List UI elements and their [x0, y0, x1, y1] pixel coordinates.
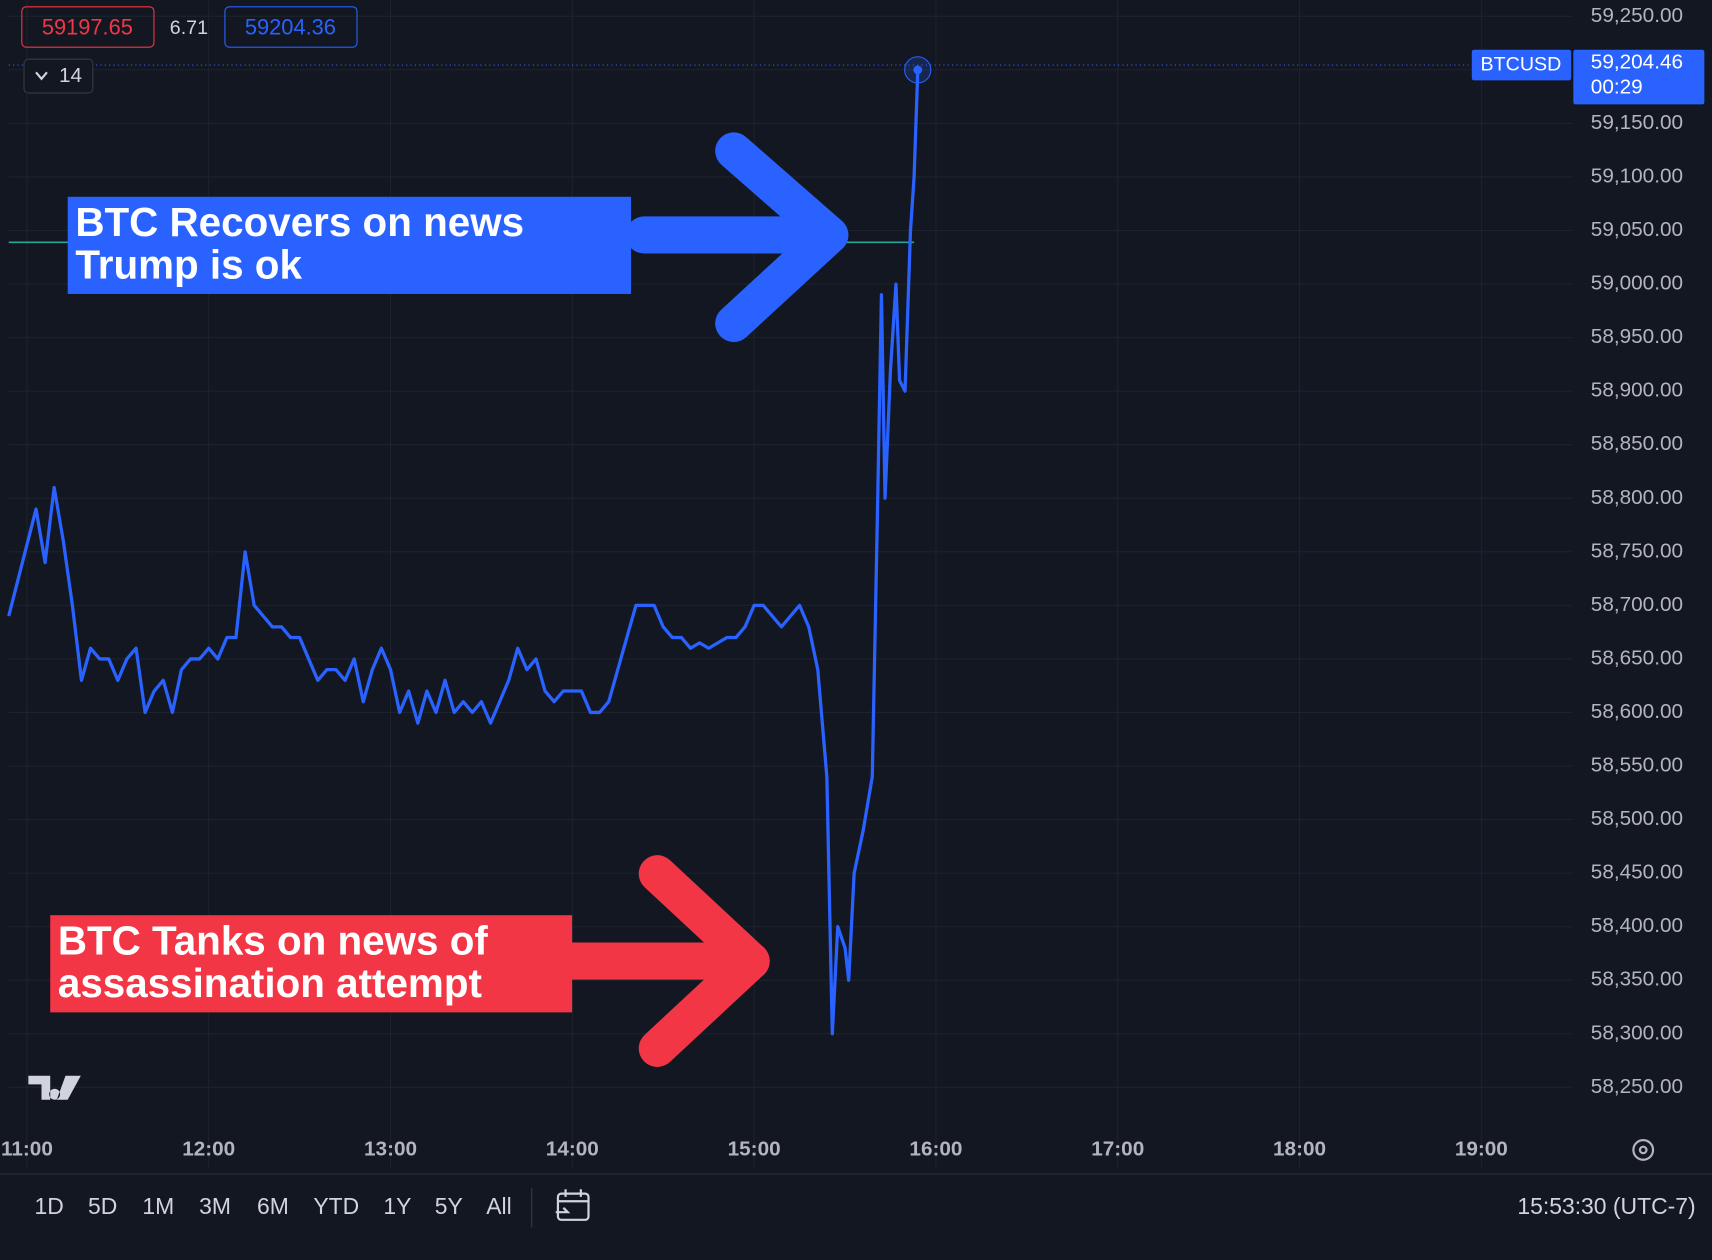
symbol-label: BTCUSD — [1481, 53, 1562, 75]
price-tag — [1573, 49, 1705, 105]
y-tick-label: 58,900.00 — [1591, 379, 1683, 402]
y-tick-label: 59,250.00 — [1591, 4, 1683, 27]
last-point — [913, 65, 923, 75]
blue-arrow — [625, 132, 849, 342]
x-tick-label: 14:00 — [546, 1137, 599, 1160]
y-tick-label: 58,300.00 — [1591, 1021, 1683, 1044]
open-value: 59197.65 — [42, 14, 133, 39]
annotation-text: Trump is ok — [75, 241, 302, 287]
range-button[interactable]: 1D — [34, 1193, 63, 1219]
y-tick-label: 59,100.00 — [1591, 164, 1683, 187]
y-tick-label: 58,600.00 — [1591, 700, 1683, 723]
open-box — [21, 6, 155, 48]
range-button[interactable]: 5D — [88, 1193, 117, 1219]
x-tick-label: 16:00 — [909, 1137, 962, 1160]
range-button[interactable]: YTD — [313, 1193, 359, 1219]
x-tick-label: 15:00 — [728, 1137, 781, 1160]
y-tick-label: 58,350.00 — [1591, 968, 1683, 991]
x-tick-label: 17:00 — [1091, 1137, 1144, 1160]
annotation-text: BTC Tanks on news of — [58, 917, 489, 963]
logo — [28, 1075, 81, 1100]
close-box — [224, 6, 358, 48]
y-tick-label: 58,400.00 — [1591, 914, 1683, 937]
settings-icon[interactable] — [1632, 1139, 1655, 1161]
x-tick-label: 11:00 — [1, 1137, 53, 1160]
annotation-text: assassination attempt — [58, 960, 482, 1006]
range-button[interactable]: 3M — [199, 1193, 231, 1219]
y-tick-label: 58,500.00 — [1591, 807, 1683, 830]
range-button[interactable]: 1M — [142, 1193, 174, 1219]
clock: 15:53:30 (UTC-7) — [1517, 1193, 1695, 1219]
close-value: 59204.36 — [245, 14, 336, 39]
range-buttons: 1D 5D 1M 3M 6M YTD 1Y 5Y All — [34, 1193, 511, 1219]
settings-icon-center — [1638, 1145, 1648, 1155]
y-tick-label: 58,250.00 — [1591, 1075, 1683, 1098]
y-tick-label: 59,050.00 — [1591, 218, 1683, 241]
y-tick-label: 58,550.00 — [1591, 754, 1683, 777]
price-line — [7, 69, 920, 1036]
countdown-label: 00:29 — [1591, 75, 1643, 98]
calendar-icon[interactable] — [555, 1189, 590, 1221]
range-button[interactable]: 5Y — [435, 1193, 463, 1219]
y-tick-label: 58,850.00 — [1591, 432, 1683, 455]
red-arrow — [549, 855, 770, 1067]
y-tick-label: 59,150.00 — [1591, 111, 1683, 134]
symbol-tag — [1471, 49, 1572, 81]
range-button[interactable]: 1Y — [383, 1193, 411, 1219]
y-tick-label: 58,950.00 — [1591, 325, 1683, 348]
annotation-text: BTC Recovers on news — [75, 199, 524, 245]
y-tick-label: 58,650.00 — [1591, 646, 1683, 669]
annotation-box — [50, 915, 573, 1013]
x-tick-label: 19:00 — [1455, 1137, 1508, 1160]
price-tag-label: 59,204.46 — [1591, 50, 1683, 73]
x-tick-label: 18:00 — [1273, 1137, 1326, 1160]
range-button[interactable]: All — [486, 1193, 511, 1219]
indicator-toggle[interactable] — [23, 58, 94, 94]
y-tick-label: 58,700.00 — [1591, 593, 1683, 616]
annotation-box — [67, 196, 632, 294]
y-tick-label: 58,450.00 — [1591, 861, 1683, 884]
y-tick-label: 58,750.00 — [1591, 539, 1683, 562]
range-button[interactable]: 6M — [257, 1193, 289, 1219]
x-tick-label: 12:00 — [182, 1137, 235, 1160]
y-tick-label: 58,800.00 — [1591, 486, 1683, 509]
change-value: 6.71 — [170, 17, 208, 39]
x-tick-label: 13:00 — [364, 1137, 417, 1160]
indicator-value: 14 — [59, 64, 82, 87]
chevron-icon — [35, 71, 48, 81]
y-tick-label: 59,000.00 — [1591, 272, 1683, 295]
